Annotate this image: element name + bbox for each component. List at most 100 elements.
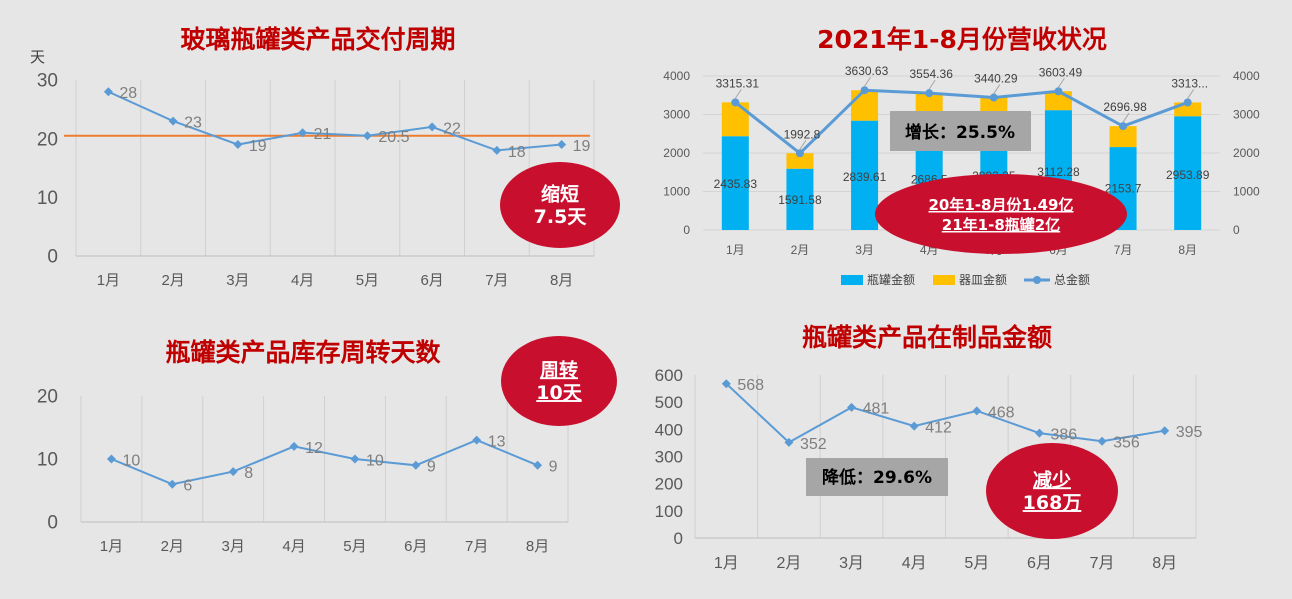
data-label: 395 [1176, 424, 1203, 441]
x-tick-label: 7月 [1114, 243, 1133, 257]
x-tick-label: 3月 [226, 272, 249, 289]
data-label: 8 [244, 465, 253, 482]
data-point [721, 379, 731, 389]
y-tick-label: 30 [37, 71, 58, 92]
data-label: 6 [183, 478, 192, 495]
data-label: 10 [122, 452, 140, 469]
data-label: 20.5 [378, 129, 409, 146]
y2-tick-label: 2000 [1233, 146, 1260, 160]
y-tick-label: 0 [683, 223, 690, 237]
data-point [1097, 436, 1107, 446]
y-tick-label: 20 [37, 129, 58, 150]
data-label: 19 [573, 138, 591, 155]
data-label: 18 [508, 144, 526, 161]
data-point [298, 128, 308, 138]
total-point [1119, 122, 1128, 131]
total-point [1183, 98, 1192, 107]
x-tick-label: 4月 [902, 555, 927, 572]
legend-label: 总金额 [1054, 272, 1090, 287]
data-label: 13 [488, 434, 506, 451]
x-tick-label: 1月 [97, 272, 120, 289]
leader-line [1058, 77, 1065, 88]
chart-3: 瓶罐类产品在制品金额 0 100 200 300 400 500 600 1月 2月 3月 4月 5月 6… [655, 323, 1203, 572]
total-point [925, 89, 934, 98]
x-tick-label: 3月 [855, 243, 874, 257]
x-tick-label: 2月 [161, 538, 184, 555]
x-tick-label: 8月 [1178, 243, 1197, 257]
data-point [362, 131, 372, 141]
callout-line1: 20年1-8月份1.49亿 [929, 196, 1074, 214]
x-tick-label: 8月 [1152, 555, 1177, 572]
legend-marker-total [1033, 276, 1041, 284]
y-tick-label: 200 [655, 475, 683, 494]
data-point [168, 116, 178, 126]
data-point [492, 145, 502, 155]
data-point [106, 454, 116, 464]
callout-line1: 周转 [540, 358, 578, 381]
data-label: 481 [863, 401, 890, 418]
total-point [989, 93, 998, 102]
bar-label: 2435.83 [714, 177, 758, 191]
bar-label: 2153.7 [1105, 182, 1142, 196]
data-point [1160, 426, 1170, 436]
legend-swatch-bottle [841, 275, 863, 285]
growth-box-label: 增长：25.5% [905, 122, 1015, 143]
leader-line [1187, 89, 1195, 99]
data-point [784, 437, 794, 447]
bar-label: 1591.58 [778, 193, 822, 207]
leader-line [1122, 112, 1130, 123]
bar-ware [786, 153, 814, 169]
total-label: 3315.31 [716, 76, 760, 90]
y-tick-label: 10 [37, 188, 58, 209]
x-tick-label: 5月 [343, 538, 366, 555]
data-point [103, 87, 113, 97]
callout-oval [986, 443, 1118, 539]
x-tick-label: 3月 [222, 538, 245, 555]
series-line [111, 439, 538, 486]
leader-line [864, 76, 871, 87]
x-tick-label: 7月 [1090, 555, 1115, 572]
y-tick-label: 10 [37, 450, 58, 471]
y-axis-label: 天 [30, 48, 45, 66]
data-label: 9 [427, 459, 436, 476]
bar-ware [851, 90, 879, 121]
y-tick-label: 0 [674, 529, 683, 548]
legend-swatch-ware [933, 275, 955, 285]
total-point [795, 149, 804, 158]
legend-label: 器皿金额 [959, 272, 1007, 287]
data-point [233, 140, 243, 150]
y-tick-label: 300 [655, 447, 683, 466]
x-tick-label: 2月 [776, 555, 801, 572]
leader-line [928, 79, 936, 90]
data-point [909, 421, 919, 431]
bar-bottle [786, 168, 814, 230]
chart-title: 瓶罐类产品库存周转天数 [165, 338, 441, 367]
y-tick-label: 400 [655, 420, 683, 439]
y2-tick-label: 0 [1233, 223, 1240, 237]
bar-label: 3112.28 [1037, 165, 1080, 179]
data-label: 568 [737, 377, 764, 394]
callout-line2: 7.5天 [534, 206, 588, 228]
bar-bottle [721, 136, 749, 230]
callout-line1: 减少 [1033, 468, 1071, 491]
x-tick-label: 8月 [550, 272, 573, 289]
x-tick-label: 1月 [714, 555, 739, 572]
data-label: 12 [305, 440, 323, 457]
total-label: 3554.36 [909, 67, 953, 81]
total-label: 3630.63 [845, 64, 889, 78]
y-tick-label: 1000 [663, 185, 690, 199]
data-label: 21 [314, 126, 332, 143]
data-point [972, 406, 982, 416]
data-point [167, 479, 177, 489]
x-tick-label: 4月 [282, 538, 305, 555]
total-point [731, 98, 740, 107]
total-label: 1992.8 [784, 127, 821, 141]
x-tick-label: 2月 [161, 272, 184, 289]
chart-title: 瓶罐类产品在制品金额 [802, 323, 1052, 352]
x-tick-label: 6月 [1027, 555, 1052, 572]
x-tick-label: 1月 [726, 243, 745, 257]
chart-2: 瓶罐类产品库存周转天数 0 10 20 1月 2月 3月 4月 5月 6月 7月 8月 10 6 8 12 10… [37, 336, 617, 555]
leader-line [993, 84, 1001, 94]
x-tick-label: 6月 [404, 538, 427, 555]
data-point [472, 435, 482, 445]
